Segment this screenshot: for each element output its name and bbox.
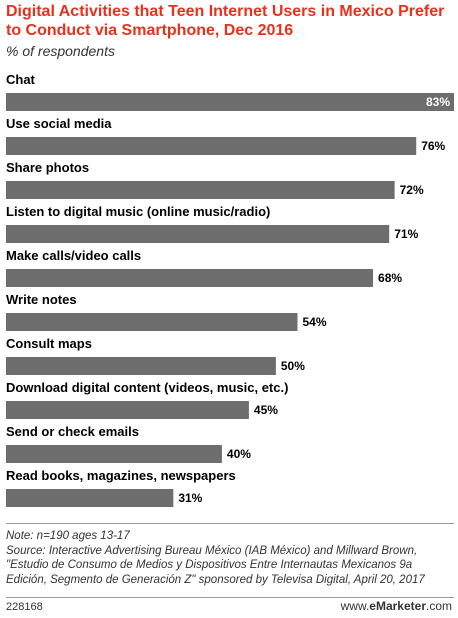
value-label: 68% [378, 271, 402, 285]
bar [6, 445, 222, 463]
category-label: Chat [6, 72, 36, 87]
chart-title: Digital Activities that Teen Internet Us… [6, 3, 445, 39]
value-label: 50% [281, 359, 305, 373]
chart-id: 228168 [6, 601, 43, 613]
category-label: Listen to digital music (online music/ra… [6, 204, 270, 219]
bar [6, 137, 417, 155]
brand-prefix: www. [340, 599, 370, 613]
bar [6, 93, 454, 111]
value-label: 31% [178, 491, 202, 505]
value-label: 45% [254, 403, 278, 417]
bar [6, 313, 298, 331]
category-label: Write notes [6, 292, 77, 307]
bar-chart: Chat 83% Use social media 76% Share photos 72… [6, 72, 454, 507]
bar [6, 225, 390, 243]
bar [6, 181, 395, 199]
brand-footer[interactable]: www.eMarketer.com [341, 599, 452, 613]
brand-name: eMarketer [369, 599, 426, 613]
value-label: 71% [394, 227, 418, 241]
value-label: 83% [426, 95, 450, 109]
footer-divider [6, 523, 454, 524]
value-label: 76% [421, 139, 445, 153]
bar [6, 401, 249, 419]
bar [6, 489, 174, 507]
value-label: 54% [302, 315, 326, 329]
chart-subtitle: % of respondents [6, 43, 115, 59]
brand-suffix: .com [425, 599, 452, 613]
bar [6, 269, 374, 287]
category-label: Consult maps [6, 336, 92, 351]
category-label: Make calls/video calls [6, 248, 141, 263]
category-label: Use social media [6, 116, 112, 131]
category-label: Read books, magazines, newspapers [6, 468, 236, 483]
bar [6, 357, 276, 375]
category-label: Share photos [6, 160, 89, 175]
source-note: Note: n=190 ages 13-17 Source: Interacti… [6, 530, 425, 586]
footer-divider-bottom [6, 597, 454, 598]
value-label: 40% [227, 447, 251, 461]
category-label: Download digital content (videos, music,… [6, 380, 288, 395]
category-label: Send or check emails [6, 424, 139, 439]
value-label: 72% [400, 183, 424, 197]
